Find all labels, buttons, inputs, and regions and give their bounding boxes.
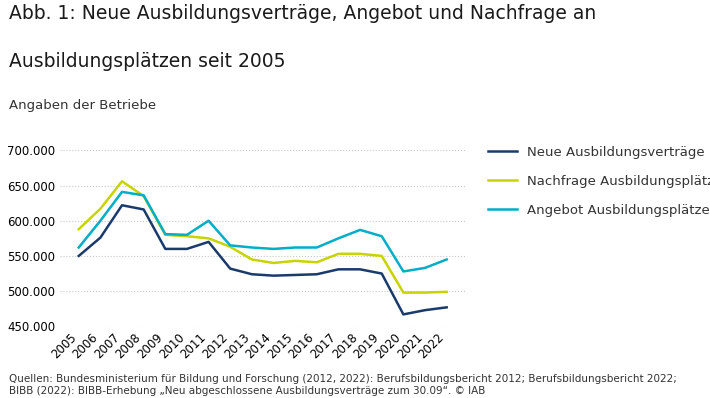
Angebot Ausbildungsplätze bbox=[226, 243, 234, 248]
Angebot Ausbildungsplätze bbox=[378, 234, 386, 239]
Nachfrage Ausbildungsplätze bbox=[139, 194, 148, 199]
Neue Ausbildungsverträge bbox=[399, 312, 408, 317]
Angebot Ausbildungsplätze bbox=[442, 257, 451, 262]
Angebot Ausbildungsplätze bbox=[269, 246, 278, 251]
Text: Angaben der Betriebe: Angaben der Betriebe bbox=[9, 100, 156, 113]
Angebot Ausbildungsplätze bbox=[96, 219, 104, 223]
Nachfrage Ausbildungsplätze bbox=[161, 232, 170, 237]
Angebot Ausbildungsplätze bbox=[161, 232, 170, 236]
Nachfrage Ausbildungsplätze bbox=[269, 261, 278, 265]
Angebot Ausbildungsplätze bbox=[291, 245, 300, 250]
Neue Ausbildungsverträge bbox=[75, 254, 83, 258]
Angebot Ausbildungsplätze bbox=[118, 189, 126, 194]
Text: Abb. 1: Neue Ausbildungsverträge, Angebot und Nachfrage an: Abb. 1: Neue Ausbildungsverträge, Angebo… bbox=[9, 4, 596, 23]
Nachfrage Ausbildungsplätze bbox=[248, 257, 256, 262]
Angebot Ausbildungsplätze bbox=[356, 228, 364, 232]
Nachfrage Ausbildungsplätze bbox=[421, 290, 430, 295]
Nachfrage Ausbildungsplätze bbox=[356, 252, 364, 256]
Neue Ausbildungsverträge bbox=[291, 273, 300, 277]
Neue Ausbildungsverträge bbox=[96, 235, 104, 240]
Neue Ausbildungsverträge bbox=[226, 266, 234, 271]
Nachfrage Ausbildungsplätze bbox=[204, 236, 213, 241]
Angebot Ausbildungsplätze bbox=[248, 245, 256, 250]
Nachfrage Ausbildungsplätze bbox=[291, 258, 300, 263]
Neue Ausbildungsverträge bbox=[204, 240, 213, 244]
Angebot Ausbildungsplätze bbox=[204, 219, 213, 223]
Nachfrage Ausbildungsplätze bbox=[378, 254, 386, 258]
Nachfrage Ausbildungsplätze bbox=[334, 252, 343, 256]
Line: Neue Ausbildungsverträge: Neue Ausbildungsverträge bbox=[79, 205, 447, 314]
Neue Ausbildungsverträge bbox=[356, 267, 364, 272]
Nachfrage Ausbildungsplätze bbox=[442, 289, 451, 294]
Line: Angebot Ausbildungsplätze: Angebot Ausbildungsplätze bbox=[79, 192, 447, 271]
Neue Ausbildungsverträge bbox=[182, 246, 191, 251]
Neue Ausbildungsverträge bbox=[118, 203, 126, 208]
Neue Ausbildungsverträge bbox=[421, 308, 430, 312]
Neue Ausbildungsverträge bbox=[442, 305, 451, 310]
Angebot Ausbildungsplätze bbox=[334, 236, 343, 241]
Neue Ausbildungsverträge bbox=[378, 271, 386, 276]
Nachfrage Ausbildungsplätze bbox=[75, 227, 83, 232]
Line: Nachfrage Ausbildungsplätze: Nachfrage Ausbildungsplätze bbox=[79, 181, 447, 293]
Neue Ausbildungsverträge bbox=[334, 267, 343, 272]
Legend: Neue Ausbildungsverträge, Nachfrage Ausbildungsplätze, Angebot Ausbildungsplätze: Neue Ausbildungsverträge, Nachfrage Ausb… bbox=[488, 146, 710, 217]
Nachfrage Ausbildungsplätze bbox=[399, 290, 408, 295]
Angebot Ausbildungsplätze bbox=[399, 269, 408, 274]
Neue Ausbildungsverträge bbox=[269, 273, 278, 278]
Angebot Ausbildungsplätze bbox=[75, 245, 83, 250]
Angebot Ausbildungsplätze bbox=[312, 245, 321, 250]
Angebot Ausbildungsplätze bbox=[421, 265, 430, 270]
Angebot Ausbildungsplätze bbox=[139, 193, 148, 198]
Neue Ausbildungsverträge bbox=[139, 207, 148, 212]
Neue Ausbildungsverträge bbox=[248, 272, 256, 277]
Angebot Ausbildungsplätze bbox=[182, 232, 191, 237]
Nachfrage Ausbildungsplätze bbox=[226, 244, 234, 249]
Nachfrage Ausbildungsplätze bbox=[96, 207, 104, 211]
Nachfrage Ausbildungsplätze bbox=[182, 234, 191, 239]
Neue Ausbildungsverträge bbox=[312, 272, 321, 277]
Neue Ausbildungsverträge bbox=[161, 246, 170, 251]
Text: Ausbildungsplätzen seit 2005: Ausbildungsplätzen seit 2005 bbox=[9, 52, 285, 71]
Nachfrage Ausbildungsplätze bbox=[118, 179, 126, 184]
Text: Quellen: Bundesministerium für Bildung und Forschung (2012, 2022): Berufsbildung: Quellen: Bundesministerium für Bildung u… bbox=[9, 375, 677, 396]
Nachfrage Ausbildungsplätze bbox=[312, 260, 321, 265]
